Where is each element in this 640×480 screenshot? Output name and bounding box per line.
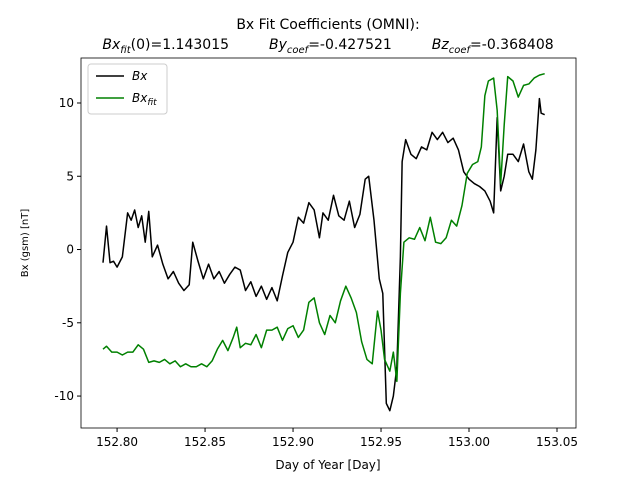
legend-name: Bx	[132, 69, 148, 83]
coef-value: (0)=1.143015	[131, 37, 229, 53]
y-tick-label: 0	[66, 243, 74, 257]
coef-name: Bz	[432, 37, 450, 53]
legend-label: Bxfit	[132, 91, 157, 108]
x-tick-label: 153.00	[448, 435, 490, 449]
coef-value: =-0.427521	[308, 37, 392, 53]
legend-label: Bx	[132, 69, 148, 83]
plot-frame	[80, 57, 577, 429]
chart-title: Bx Fit Coefficients (OMNI):	[236, 17, 419, 33]
coef-sub: coef	[287, 45, 310, 56]
x-tick-label: 152.90	[272, 435, 314, 449]
chart-subtitle: Bxfit(0)=1.143015 Bycoef=-0.427521 Bzcoef=…	[102, 37, 553, 56]
y-tick-label: 10	[59, 96, 74, 110]
series-line	[102, 97, 545, 412]
x-tick-label: 153.05	[536, 435, 578, 449]
legend-name: Bx	[132, 91, 148, 105]
coef-name: By	[269, 37, 288, 53]
y-axis-label: Bx (gsm) [nT]	[20, 209, 31, 278]
coef-name: Bx	[102, 37, 121, 53]
y-tick-label: -5	[62, 316, 74, 330]
series-line	[102, 72, 545, 383]
x-tick-label: 152.95	[360, 435, 402, 449]
y-tick-label: -10	[54, 389, 74, 403]
coef-sub: coef	[449, 45, 472, 56]
coef-value: =-0.368408	[470, 37, 554, 53]
x-tick-label: 152.85	[184, 435, 226, 449]
x-axis-label: Day of Year [Day]	[275, 458, 380, 472]
legend-sub: fit	[147, 98, 157, 108]
x-tick-label: 152.80	[96, 435, 138, 449]
y-tick-label: 5	[66, 169, 74, 183]
coef-sub: fit	[120, 45, 131, 56]
